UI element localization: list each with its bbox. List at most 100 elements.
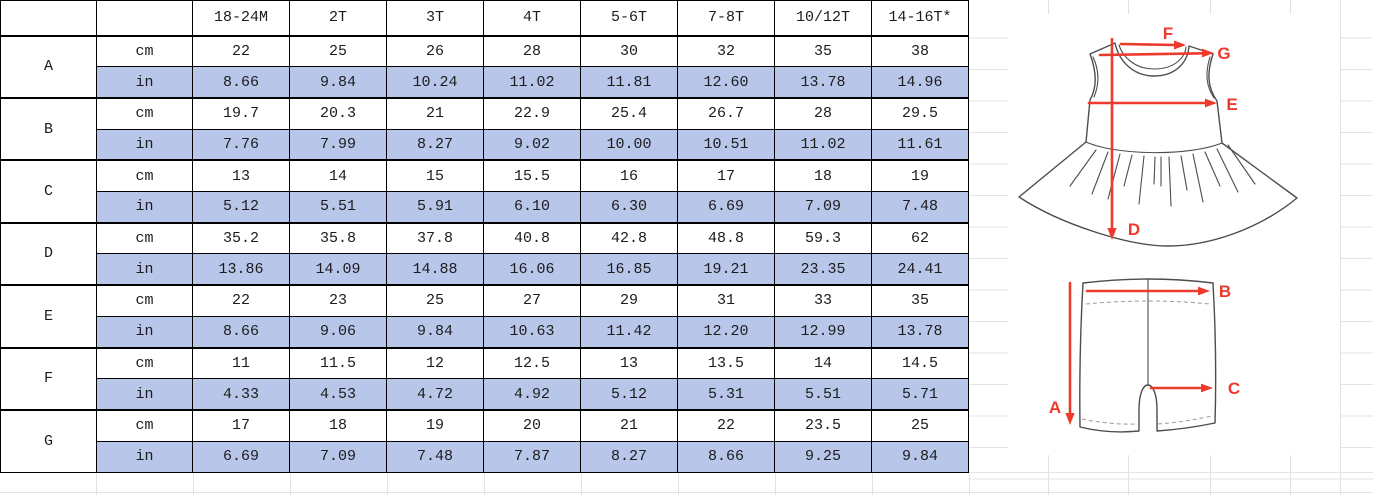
measurement-value-cell[interactable]: 26.7 bbox=[677, 96, 775, 130]
measurement-value-cell[interactable]: 7.09 bbox=[774, 191, 872, 224]
measurement-value-cell[interactable]: 17 bbox=[677, 159, 775, 193]
measurement-value-cell[interactable]: 40.8 bbox=[483, 221, 581, 255]
measurement-value-cell[interactable]: 8.27 bbox=[580, 440, 678, 474]
measurement-value-cell[interactable]: 19.7 bbox=[192, 96, 290, 130]
measurement-value-cell[interactable]: 14 bbox=[774, 346, 872, 380]
measurement-value-cell[interactable]: 5.51 bbox=[774, 378, 872, 411]
measurement-value-cell[interactable]: 35 bbox=[774, 34, 872, 68]
measurement-value-cell[interactable]: 14.5 bbox=[871, 346, 969, 380]
size-header-cell[interactable]: 4T bbox=[483, 0, 581, 36]
measurement-value-cell[interactable]: 13 bbox=[580, 346, 678, 380]
measurement-value-cell[interactable]: 19 bbox=[386, 408, 484, 442]
measurement-value-cell[interactable]: 5.71 bbox=[871, 378, 969, 411]
unit-cell-cm[interactable]: cm bbox=[96, 346, 193, 380]
measurement-value-cell[interactable]: 8.66 bbox=[192, 66, 290, 99]
measurement-value-cell[interactable]: 14.88 bbox=[386, 253, 484, 286]
measurement-value-cell[interactable]: 8.66 bbox=[677, 440, 775, 474]
measurement-value-cell[interactable]: 23.5 bbox=[774, 408, 872, 442]
measurement-value-cell[interactable]: 18 bbox=[289, 408, 387, 442]
measurement-letter-cell[interactable]: C bbox=[0, 159, 97, 224]
measurement-value-cell[interactable]: 13.78 bbox=[774, 66, 872, 99]
measurement-value-cell[interactable]: 62 bbox=[871, 221, 969, 255]
size-header-cell[interactable]: 7-8T bbox=[677, 0, 775, 36]
measurement-letter-cell[interactable]: E bbox=[0, 284, 97, 349]
measurement-value-cell[interactable]: 9.84 bbox=[289, 66, 387, 99]
size-header-cell[interactable]: 18-24M bbox=[192, 0, 290, 36]
measurement-value-cell[interactable]: 23 bbox=[289, 284, 387, 317]
measurement-value-cell[interactable]: 6.30 bbox=[580, 191, 678, 224]
size-header-cell[interactable]: 10/12T bbox=[774, 0, 872, 36]
unit-cell-in[interactable]: in bbox=[96, 128, 193, 161]
unit-cell-cm[interactable]: cm bbox=[96, 284, 193, 317]
measurement-value-cell[interactable]: 6.10 bbox=[483, 191, 581, 224]
measurement-letter-cell[interactable]: B bbox=[0, 96, 97, 161]
measurement-value-cell[interactable]: 14.96 bbox=[871, 66, 969, 99]
unit-cell-in[interactable]: in bbox=[96, 440, 193, 474]
measurement-value-cell[interactable]: 27 bbox=[483, 284, 581, 317]
measurement-value-cell[interactable]: 16.85 bbox=[580, 253, 678, 286]
unit-cell-in[interactable]: in bbox=[96, 191, 193, 224]
unit-cell-in[interactable]: in bbox=[96, 66, 193, 99]
measurement-value-cell[interactable]: 9.84 bbox=[386, 315, 484, 349]
measurement-value-cell[interactable]: 10.51 bbox=[677, 128, 775, 161]
unit-cell-cm[interactable]: cm bbox=[96, 96, 193, 130]
measurement-value-cell[interactable]: 9.25 bbox=[774, 440, 872, 474]
measurement-value-cell[interactable]: 23.35 bbox=[774, 253, 872, 286]
unit-cell-cm[interactable]: cm bbox=[96, 159, 193, 193]
measurement-value-cell[interactable]: 12.20 bbox=[677, 315, 775, 349]
measurement-value-cell[interactable]: 28 bbox=[483, 34, 581, 68]
measurement-value-cell[interactable]: 9.84 bbox=[871, 440, 969, 474]
measurement-value-cell[interactable]: 5.51 bbox=[289, 191, 387, 224]
measurement-value-cell[interactable]: 11.42 bbox=[580, 315, 678, 349]
size-header-cell[interactable]: 14-16T* bbox=[871, 0, 969, 36]
measurement-value-cell[interactable]: 14 bbox=[289, 159, 387, 193]
measurement-value-cell[interactable]: 59.3 bbox=[774, 221, 872, 255]
measurement-value-cell[interactable]: 11.81 bbox=[580, 66, 678, 99]
measurement-value-cell[interactable]: 4.33 bbox=[192, 378, 290, 411]
measurement-value-cell[interactable]: 20 bbox=[483, 408, 581, 442]
measurement-value-cell[interactable]: 29 bbox=[580, 284, 678, 317]
measurement-value-cell[interactable]: 7.76 bbox=[192, 128, 290, 161]
measurement-value-cell[interactable]: 22 bbox=[192, 284, 290, 317]
measurement-value-cell[interactable]: 17 bbox=[192, 408, 290, 442]
measurement-letter-cell[interactable]: A bbox=[0, 34, 97, 99]
measurement-value-cell[interactable]: 15.5 bbox=[483, 159, 581, 193]
measurement-value-cell[interactable]: 5.91 bbox=[386, 191, 484, 224]
measurement-value-cell[interactable]: 8.27 bbox=[386, 128, 484, 161]
size-header-cell[interactable]: 5-6T bbox=[580, 0, 678, 36]
measurement-value-cell[interactable]: 7.99 bbox=[289, 128, 387, 161]
measurement-value-cell[interactable]: 7.09 bbox=[289, 440, 387, 474]
unit-cell-cm[interactable]: cm bbox=[96, 221, 193, 255]
measurement-value-cell[interactable]: 38 bbox=[871, 34, 969, 68]
measurement-value-cell[interactable]: 11 bbox=[192, 346, 290, 380]
measurement-value-cell[interactable]: 14.09 bbox=[289, 253, 387, 286]
measurement-value-cell[interactable]: 30 bbox=[580, 34, 678, 68]
measurement-value-cell[interactable]: 21 bbox=[386, 96, 484, 130]
measurement-value-cell[interactable]: 13.86 bbox=[192, 253, 290, 286]
measurement-value-cell[interactable]: 16 bbox=[580, 159, 678, 193]
measurement-value-cell[interactable]: 22 bbox=[677, 408, 775, 442]
measurement-value-cell[interactable]: 25 bbox=[871, 408, 969, 442]
measurement-value-cell[interactable]: 35.8 bbox=[289, 221, 387, 255]
measurement-value-cell[interactable]: 15 bbox=[386, 159, 484, 193]
measurement-value-cell[interactable]: 13.78 bbox=[871, 315, 969, 349]
measurement-value-cell[interactable]: 24.41 bbox=[871, 253, 969, 286]
measurement-value-cell[interactable]: 5.12 bbox=[580, 378, 678, 411]
measurement-value-cell[interactable]: 6.69 bbox=[677, 191, 775, 224]
measurement-value-cell[interactable]: 19 bbox=[871, 159, 969, 193]
measurement-value-cell[interactable]: 9.02 bbox=[483, 128, 581, 161]
measurement-value-cell[interactable]: 11.5 bbox=[289, 346, 387, 380]
measurement-value-cell[interactable]: 10.24 bbox=[386, 66, 484, 99]
measurement-letter-cell[interactable]: G bbox=[0, 408, 97, 473]
blank-corner-cell[interactable] bbox=[0, 0, 97, 36]
measurement-value-cell[interactable]: 12 bbox=[386, 346, 484, 380]
measurement-value-cell[interactable]: 19.21 bbox=[677, 253, 775, 286]
measurement-value-cell[interactable]: 4.72 bbox=[386, 378, 484, 411]
measurement-value-cell[interactable]: 11.02 bbox=[483, 66, 581, 99]
measurement-value-cell[interactable]: 42.8 bbox=[580, 221, 678, 255]
size-header-cell[interactable]: 2T bbox=[289, 0, 387, 36]
measurement-value-cell[interactable]: 12.60 bbox=[677, 66, 775, 99]
measurement-value-cell[interactable]: 48.8 bbox=[677, 221, 775, 255]
measurement-value-cell[interactable]: 8.66 bbox=[192, 315, 290, 349]
measurement-value-cell[interactable]: 4.92 bbox=[483, 378, 581, 411]
